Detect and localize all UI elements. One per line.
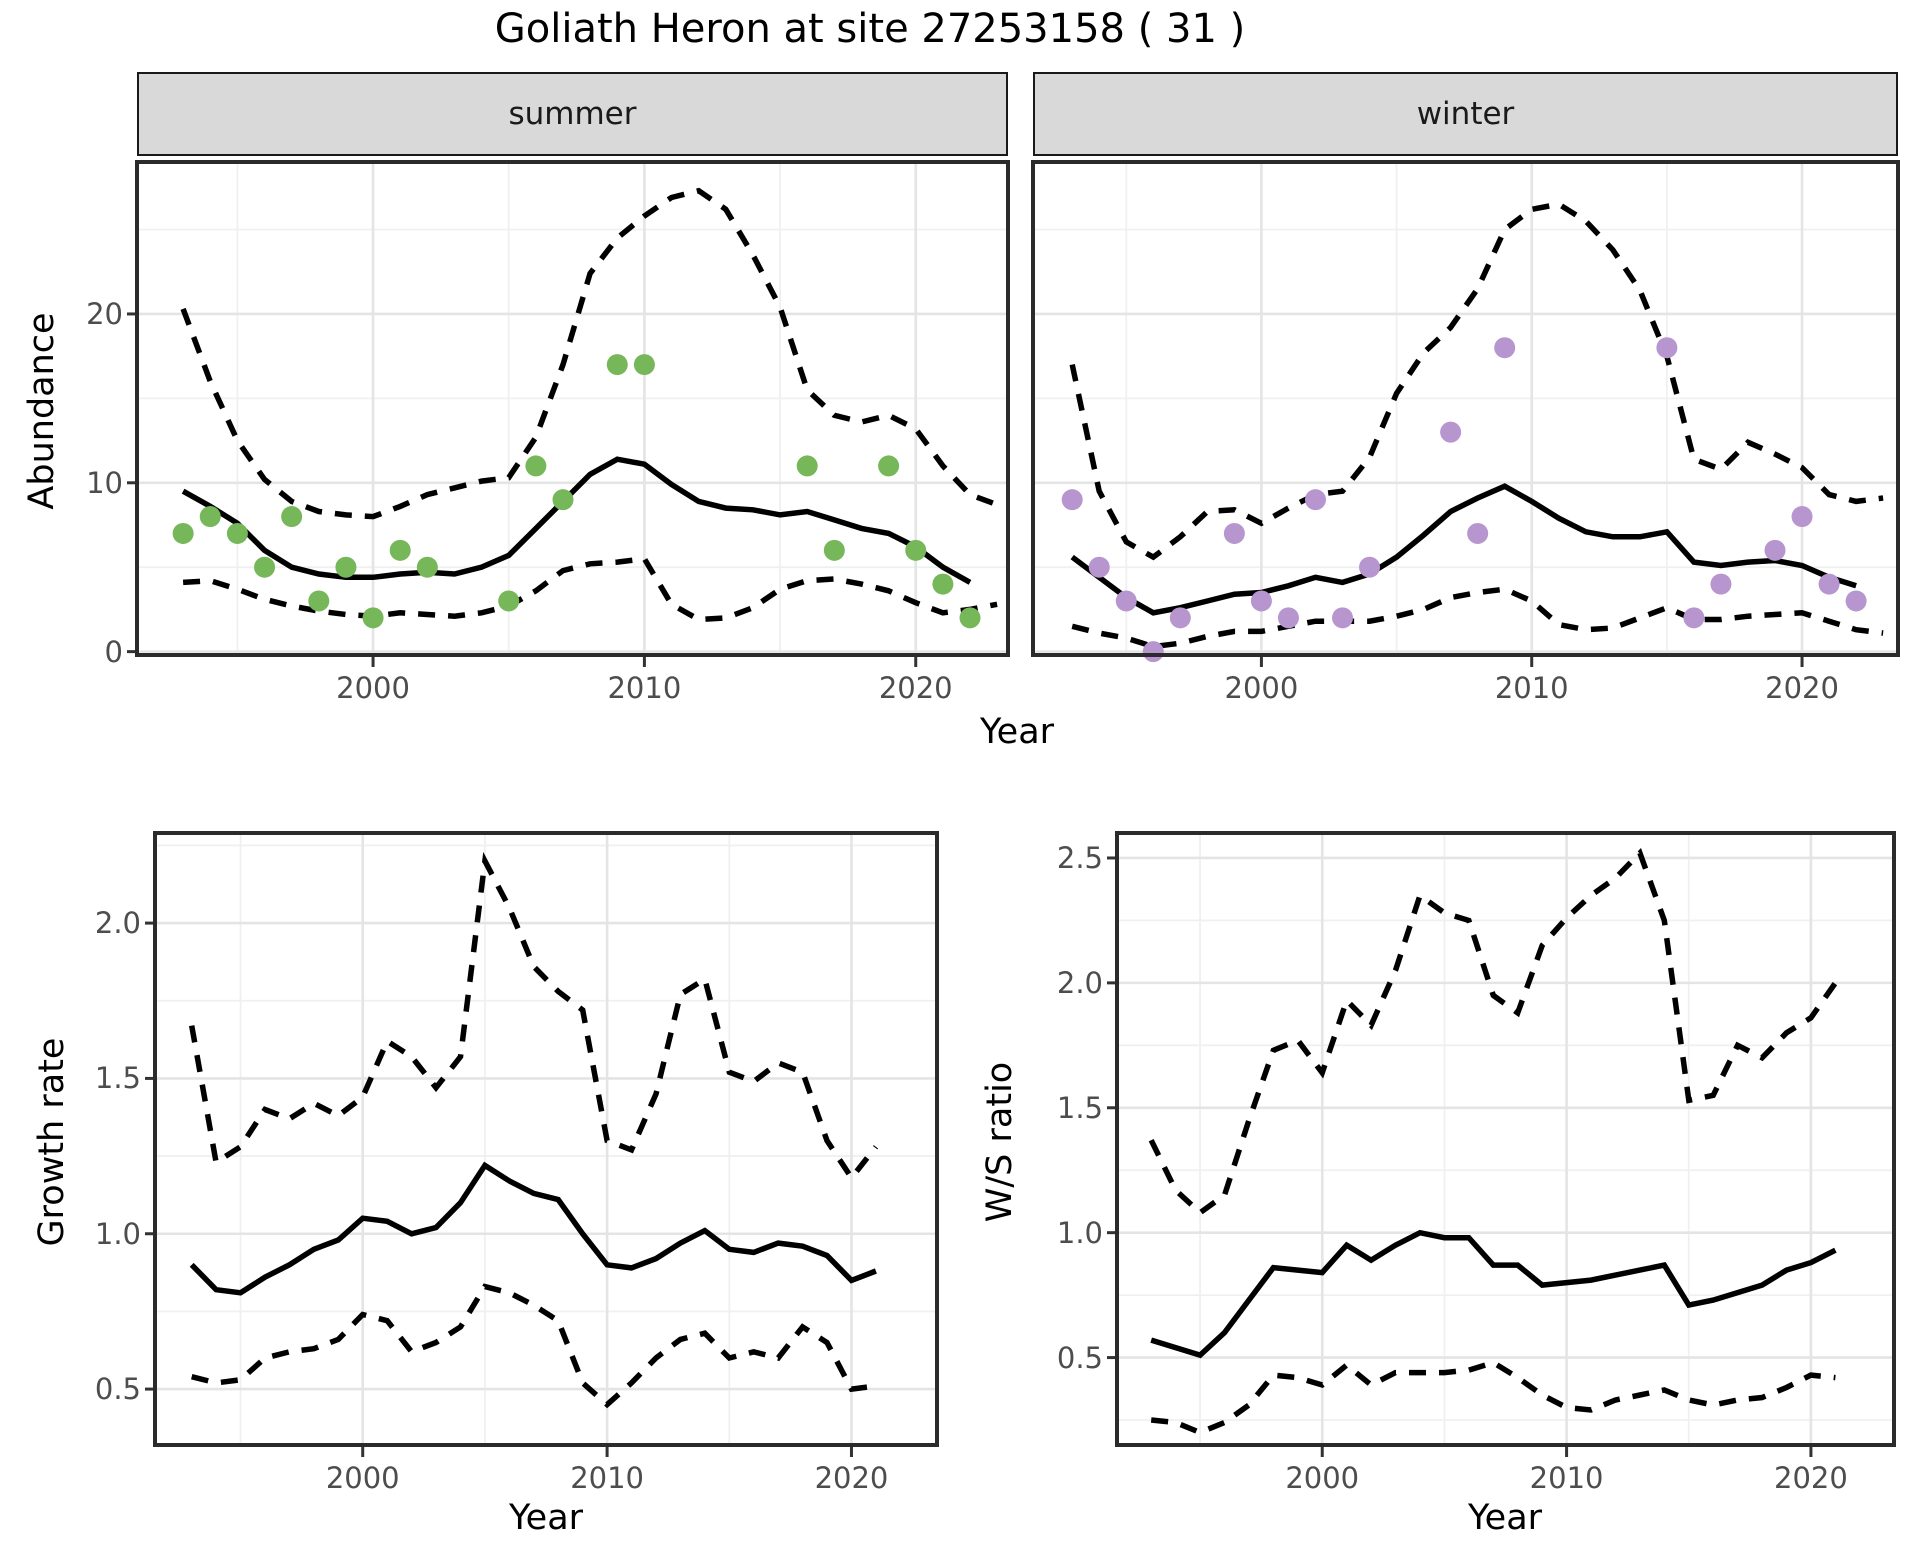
abundance_winter-point bbox=[1494, 337, 1516, 359]
x-axis-title-growth: Year bbox=[508, 1498, 584, 1538]
growth_rate-growth-rate-mean-line bbox=[189, 1161, 877, 1296]
abundance_summer-y-tick-label: 0 bbox=[104, 634, 123, 669]
growth_rate-lower-ci-line bbox=[191, 1283, 877, 1409]
abundance_summer-point bbox=[172, 522, 194, 544]
abundance_winter-point bbox=[1250, 590, 1272, 612]
ws_ratio-x-tick-label: 2020 bbox=[1774, 1461, 1848, 1495]
abundance_summer-point bbox=[823, 539, 845, 561]
abundance_winter-point bbox=[1440, 421, 1462, 443]
x-axis-title-top: Year bbox=[979, 712, 1055, 752]
abundance_summer-point bbox=[633, 354, 655, 376]
abundance_summer-point bbox=[552, 489, 574, 511]
abundance_winter-point bbox=[1818, 573, 1840, 595]
abundance_winter-point bbox=[1683, 607, 1705, 629]
abundance_winter-point bbox=[1061, 489, 1083, 511]
facet-strip-winter: winter bbox=[1033, 72, 1898, 156]
abundance_winter-point bbox=[1304, 489, 1326, 511]
abundance_winter-x-tick-label: 2020 bbox=[1765, 671, 1839, 705]
ws_ratio-x-tick-label: 2010 bbox=[1529, 1461, 1604, 1495]
abundance_summer-y-tick-label: 20 bbox=[86, 296, 123, 331]
abundance_winter-x-tick-label: 2000 bbox=[1224, 671, 1299, 705]
abundance_summer-point bbox=[498, 590, 520, 612]
abundance_winter-point bbox=[1791, 506, 1813, 528]
growth_rate-y-tick-label: 2.0 bbox=[94, 906, 141, 941]
x-axis-title-ws: Year bbox=[1467, 1498, 1543, 1538]
abundance_winter-point bbox=[1764, 539, 1786, 561]
ws_ratio-y-tick-label: 1.0 bbox=[1056, 1215, 1103, 1250]
abundance_winter-point bbox=[1656, 337, 1678, 359]
abundance_summer-point bbox=[878, 455, 900, 477]
abundance_summer-panel-border bbox=[135, 160, 1010, 657]
growth_rate-x-tick-label: 2020 bbox=[814, 1461, 889, 1495]
abundance_summer-point bbox=[389, 539, 411, 561]
ws_ratio-lower-ci-line bbox=[1150, 1359, 1836, 1436]
abundance_summer-upper-ci-line bbox=[180, 187, 999, 520]
facet-strip-summer: summer bbox=[137, 72, 1008, 156]
abundance_winter-x-tick-label: 2010 bbox=[1494, 671, 1569, 705]
growth_rate-y-tick-label: 0.5 bbox=[94, 1372, 141, 1407]
abundance_winter-point bbox=[1359, 556, 1381, 578]
ws_ratio-y-tick-label: 2.0 bbox=[1056, 965, 1103, 1000]
abundance_summer-point bbox=[796, 455, 818, 477]
facet-strip-winter-label: winter bbox=[1416, 96, 1515, 132]
abundance_winter-point bbox=[1277, 607, 1299, 629]
ws_ratio-y-tick-label: 2.5 bbox=[1056, 840, 1103, 875]
abundance_summer-point bbox=[226, 522, 248, 544]
abundance_winter-point bbox=[1115, 590, 1137, 612]
abundance_summer-point bbox=[905, 539, 927, 561]
abundance_winter-point bbox=[1142, 641, 1164, 663]
ws_ratio-y-tick-label: 0.5 bbox=[1056, 1340, 1103, 1375]
growth_rate-x-tick-label: 2010 bbox=[570, 1461, 644, 1495]
abundance_summer-point bbox=[335, 556, 357, 578]
growth_rate-y-tick-label: 1.5 bbox=[94, 1061, 141, 1096]
abundance_summer-point bbox=[959, 607, 981, 629]
abundance_summer-point bbox=[416, 556, 438, 578]
abundance_summer-lower-ci-line bbox=[182, 555, 998, 623]
abundance_summer-y-tick-label: 10 bbox=[86, 465, 123, 500]
abundance_winter-upper-ci-line bbox=[1069, 201, 1884, 561]
growth_rate-panel-border bbox=[153, 831, 939, 1447]
abundance_summer-x-tick-label: 2000 bbox=[336, 671, 410, 705]
page-title: Goliath Heron at site 27253158 ( 31 ) bbox=[494, 6, 1246, 52]
abundance_winter-point bbox=[1088, 556, 1110, 578]
abundance_winter-panel-border bbox=[1031, 160, 1900, 657]
abundance_summer-point bbox=[254, 556, 276, 578]
abundance_summer-point bbox=[525, 455, 547, 477]
abundance_winter-point bbox=[1223, 522, 1245, 544]
abundance_summer-point bbox=[362, 607, 384, 629]
growth_rate-y-tick-label: 1.0 bbox=[94, 1216, 141, 1251]
abundance_summer-model-fit-line bbox=[181, 456, 972, 585]
abundance_summer-x-tick-label: 2010 bbox=[607, 671, 682, 705]
abundance_winter-point bbox=[1169, 607, 1191, 629]
ws_ratio-x-tick-label: 2000 bbox=[1285, 1461, 1360, 1495]
abundance_winter-point bbox=[1845, 590, 1867, 612]
abundance_winter-model-fit-line bbox=[1070, 483, 1857, 616]
abundance_winter-point bbox=[1332, 607, 1354, 629]
abundance_summer-point bbox=[606, 354, 628, 376]
abundance_summer-point bbox=[281, 506, 303, 528]
ws_ratio-ws-ratio-mean-line bbox=[1150, 1229, 1837, 1359]
abundance_winter-point bbox=[1710, 573, 1732, 595]
abundance_summer-point bbox=[308, 590, 330, 612]
abundance_summer-x-tick-label: 2020 bbox=[878, 671, 953, 705]
facet-strip-summer-label: summer bbox=[508, 96, 637, 132]
growth_rate-x-tick-label: 2000 bbox=[325, 1461, 400, 1495]
abundance_summer-point bbox=[199, 506, 221, 528]
abundance_summer-point bbox=[932, 573, 954, 595]
growth_rate-upper-ci-line bbox=[188, 851, 879, 1183]
ws_ratio-y-tick-label: 1.5 bbox=[1056, 1090, 1103, 1125]
abundance_winter-point bbox=[1467, 522, 1489, 544]
abundance_winter-lower-ci-line bbox=[1071, 586, 1884, 650]
ws_ratio-upper-ci-line bbox=[1148, 847, 1838, 1217]
ws_ratio-panel-border bbox=[1115, 831, 1896, 1447]
